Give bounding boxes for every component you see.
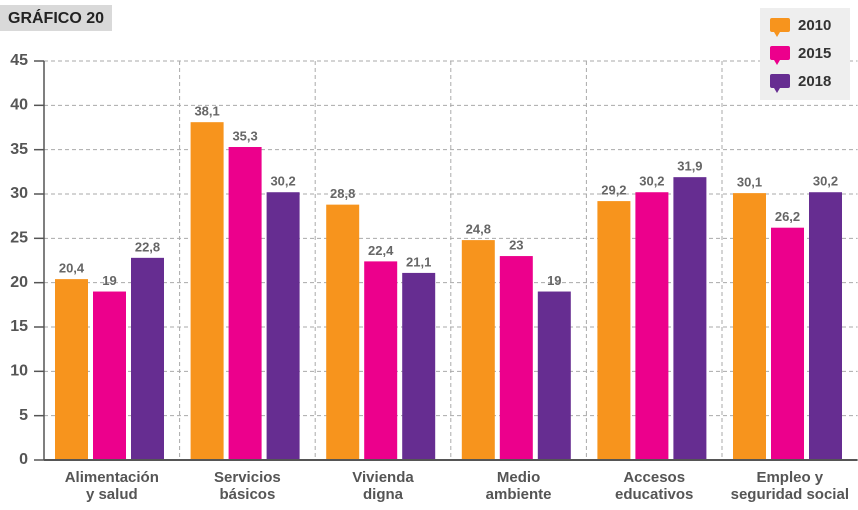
data-label: 30,2 — [270, 174, 295, 189]
bar — [771, 227, 804, 460]
bar — [597, 201, 631, 461]
y-tick-label: 45 — [10, 52, 28, 69]
y-tick-label: 20 — [10, 274, 28, 291]
data-label: 22,8 — [135, 239, 160, 254]
bar — [809, 192, 842, 460]
bar — [461, 240, 495, 460]
legend-swatch-tail — [774, 32, 780, 37]
bar — [364, 261, 398, 460]
data-label: 38,1 — [194, 104, 219, 119]
x-tick-label: Empleo y seguridad social — [730, 469, 849, 503]
data-label: 21,1 — [406, 254, 431, 269]
data-label: 30,2 — [639, 174, 664, 189]
data-label: 24,8 — [466, 222, 491, 237]
bar — [499, 256, 533, 460]
bar — [93, 291, 126, 460]
y-tick-label: 30 — [10, 185, 28, 202]
title-box — [0, 5, 112, 31]
x-tick-label: Medio ambiente — [485, 469, 552, 503]
legend-swatch — [770, 74, 790, 88]
data-label: 19 — [547, 273, 561, 288]
legend-swatch — [770, 18, 790, 32]
legend-label: 2010 — [798, 17, 831, 34]
y-tick-label: 5 — [19, 407, 28, 424]
data-label: 20,4 — [59, 261, 85, 276]
data-label: 28,8 — [330, 186, 355, 201]
data-label: 23 — [509, 238, 523, 253]
y-tick-label: 0 — [19, 451, 28, 468]
data-label: 26,2 — [775, 209, 800, 224]
legend-swatch — [770, 46, 790, 60]
x-tick-label: Alimentación y salud — [64, 469, 159, 503]
y-tick-label: 35 — [10, 141, 28, 158]
legend-swatch-tail — [774, 60, 780, 65]
data-label: 29,2 — [601, 183, 626, 198]
bar — [733, 193, 766, 460]
data-label: 30,2 — [813, 174, 838, 189]
bar — [228, 147, 262, 461]
data-label: 22,4 — [368, 243, 394, 258]
data-label: 30,1 — [737, 175, 762, 190]
data-label: 31,9 — [677, 159, 702, 174]
y-tick-label: 40 — [10, 97, 28, 114]
bar — [537, 291, 571, 460]
legend-swatch-tail — [774, 88, 780, 93]
data-label: 35,3 — [232, 128, 257, 143]
chart-title: GRÁFICO 20 — [8, 8, 104, 27]
bar — [266, 192, 300, 460]
x-tick-label: Accesos educativos — [615, 469, 694, 503]
bar — [55, 279, 88, 460]
bar — [131, 257, 164, 460]
bar — [190, 122, 224, 461]
bar — [402, 272, 436, 460]
bar — [635, 192, 669, 460]
x-tick-label: Servicios básicos — [214, 469, 281, 503]
bar — [673, 177, 707, 461]
bar — [326, 204, 360, 460]
legend-label: 2015 — [798, 45, 831, 62]
y-tick-label: 25 — [10, 230, 28, 247]
legend-label: 2018 — [798, 73, 831, 90]
y-tick-label: 15 — [10, 318, 28, 335]
y-tick-label: 10 — [10, 363, 28, 380]
x-tick-label: Vivienda digna — [352, 469, 414, 503]
data-label: 19 — [102, 273, 116, 288]
